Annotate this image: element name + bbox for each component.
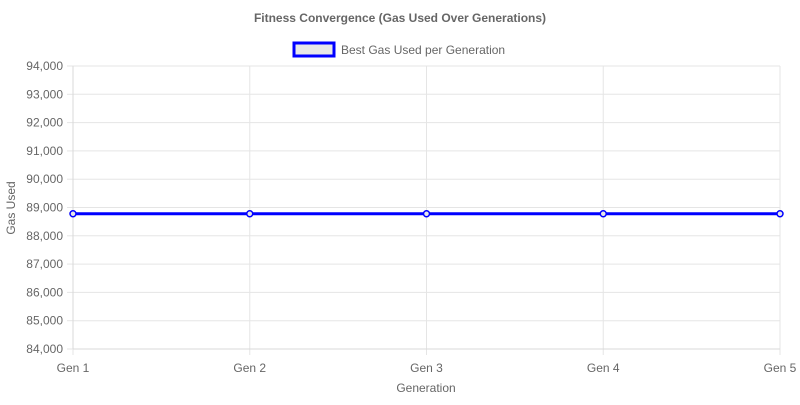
y-tick-label: 87,000 [26, 257, 63, 271]
legend-swatch[interactable] [292, 41, 336, 58]
x-tick-label: Gen 3 [410, 361, 443, 375]
data-point[interactable] [776, 209, 784, 218]
legend[interactable]: Best Gas Used per Generation [292, 41, 505, 58]
y-tick-label: 94,000 [26, 59, 63, 73]
x-axis-title: Generation [396, 381, 455, 395]
x-tick-label: Gen 5 [764, 361, 797, 375]
data-point[interactable] [246, 209, 254, 218]
series-layer [69, 209, 784, 218]
x-tick-label: Gen 1 [57, 361, 90, 375]
y-tick-label: 92,000 [26, 116, 63, 130]
data-point[interactable] [599, 209, 607, 218]
y-tick-label: 85,000 [26, 314, 63, 328]
y-tick-label: 91,000 [26, 144, 63, 158]
y-tick-label: 84,000 [26, 342, 63, 356]
y-tick-label: 89,000 [26, 201, 63, 215]
x-tick-label: Gen 2 [233, 361, 266, 375]
y-axis-title: Gas Used [4, 181, 18, 234]
axes: 84,000 85,000 86,000 87,000 88,000 89,000 90,0… [26, 59, 796, 375]
y-tick-label: 93,000 [26, 87, 63, 101]
legend-label[interactable]: Best Gas Used per Generation [341, 43, 505, 57]
data-point[interactable] [422, 209, 431, 218]
data-point[interactable] [69, 209, 77, 218]
grid [72, 65, 781, 350]
y-tick-label: 90,000 [26, 172, 63, 186]
y-tick-label: 86,000 [26, 285, 63, 299]
x-tick-label: Gen 4 [587, 361, 620, 375]
chart-title: Fitness Convergence (Gas Used Over Gener… [254, 11, 546, 25]
y-tick-label: 88,000 [26, 229, 63, 243]
